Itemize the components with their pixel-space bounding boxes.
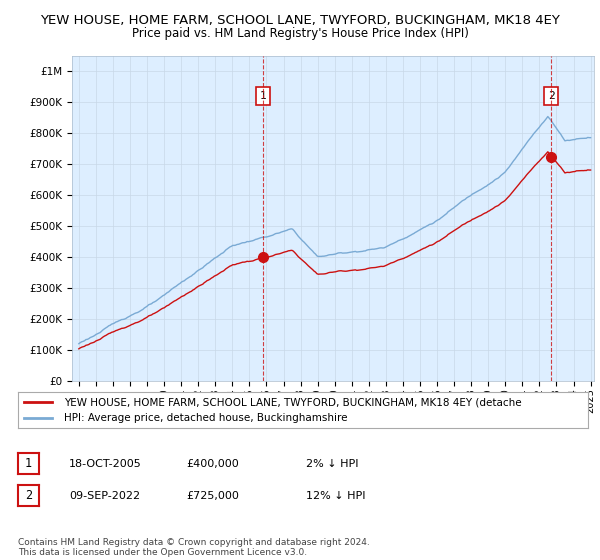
Text: 2: 2 [548,91,554,101]
Text: £400,000: £400,000 [186,459,239,469]
Text: HPI: Average price, detached house, Buckinghamshire: HPI: Average price, detached house, Buck… [64,413,347,423]
Text: 18-OCT-2005: 18-OCT-2005 [69,459,142,469]
Text: 12% ↓ HPI: 12% ↓ HPI [306,491,365,501]
Text: 09-SEP-2022: 09-SEP-2022 [69,491,140,501]
Text: £725,000: £725,000 [186,491,239,501]
Text: YEW HOUSE, HOME FARM, SCHOOL LANE, TWYFORD, BUCKINGHAM, MK18 4EY (detache: YEW HOUSE, HOME FARM, SCHOOL LANE, TWYFO… [64,397,521,407]
Text: Price paid vs. HM Land Registry's House Price Index (HPI): Price paid vs. HM Land Registry's House … [131,27,469,40]
Text: 1: 1 [260,91,266,101]
Text: 2% ↓ HPI: 2% ↓ HPI [306,459,359,469]
Text: Contains HM Land Registry data © Crown copyright and database right 2024.
This d: Contains HM Land Registry data © Crown c… [18,538,370,557]
Text: 2: 2 [25,489,32,502]
Text: YEW HOUSE, HOME FARM, SCHOOL LANE, TWYFORD, BUCKINGHAM, MK18 4EY: YEW HOUSE, HOME FARM, SCHOOL LANE, TWYFO… [40,14,560,27]
Text: 1: 1 [25,457,32,470]
